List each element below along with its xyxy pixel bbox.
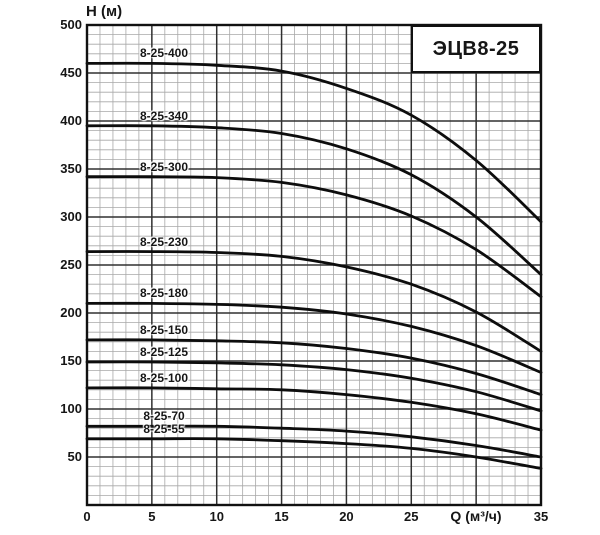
curve-label-8-25-340: 8-25-340 — [139, 108, 189, 123]
y-tick-500: 500 — [60, 17, 82, 32]
x-tick-15: 15 — [274, 509, 289, 524]
plot-border — [85, 23, 543, 507]
curve-8-25-400 — [85, 61, 543, 224]
x-axis-label: Q (м³/ч) — [450, 508, 502, 524]
x-tick-25: 25 — [404, 509, 419, 524]
curve-8-25-180 — [85, 301, 543, 374]
curve-8-25-300 — [85, 175, 543, 299]
curve-label-8-25-125: 8-25-125 — [139, 344, 189, 359]
curve-8-25-150 — [85, 338, 543, 396]
curve-label-8-25-300: 8-25-300 — [139, 159, 189, 174]
y-axis-label: Н (м) — [86, 3, 123, 20]
curve-8-25-70 — [85, 424, 543, 459]
x-tick-5: 5 — [148, 509, 156, 524]
curve-8-25-340 — [85, 124, 543, 276]
curve-label-8-25-230: 8-25-230 — [139, 234, 189, 249]
x-tick-0: 0 — [83, 509, 91, 524]
curve-label-8-25-150: 8-25-150 — [139, 322, 189, 337]
x-tick-20: 20 — [339, 509, 354, 524]
y-tick-100: 100 — [60, 401, 82, 416]
y-tick-250: 250 — [60, 257, 82, 272]
curve-8-25-55 — [85, 437, 543, 470]
curve-label-8-25-100: 8-25-100 — [139, 370, 189, 385]
x-tick-35: 35 — [533, 509, 549, 524]
curve-8-25-100 — [85, 386, 543, 432]
curve-label-8-25-55: 8-25-55 — [143, 421, 185, 436]
y-tick-350: 350 — [60, 161, 82, 176]
curve-label-8-25-180: 8-25-180 — [139, 286, 189, 301]
curve-8-25-125 — [85, 360, 543, 413]
curve-8-25-230 — [85, 250, 543, 353]
y-tick-300: 300 — [60, 209, 82, 224]
curve-label-8-25-70: 8-25-70 — [143, 409, 185, 424]
y-tick-150: 150 — [60, 353, 82, 368]
chart-title: ЭЦВ8-25 — [432, 37, 520, 60]
x-tick-10: 10 — [209, 509, 224, 524]
y-tick-200: 200 — [60, 305, 82, 320]
y-tick-450: 450 — [60, 65, 82, 80]
chart-title-box: ЭЦВ8-25 — [411, 25, 541, 73]
y-tick-50: 50 — [67, 449, 82, 464]
y-tick-400: 400 — [60, 113, 82, 128]
curve-label-8-25-400: 8-25-400 — [139, 46, 189, 61]
